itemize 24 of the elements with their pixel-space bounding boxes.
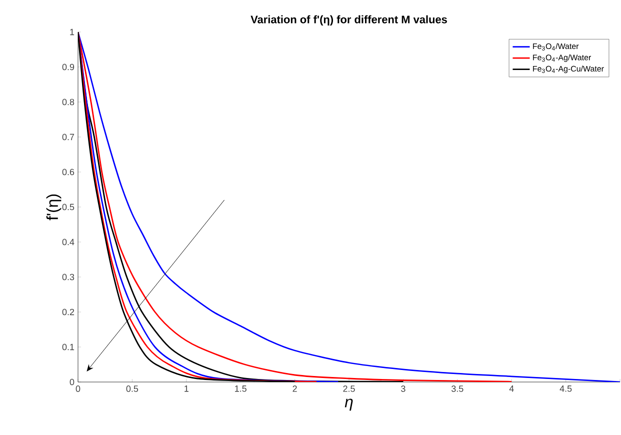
y-tick-label: 0.2: [62, 308, 74, 316]
y-tick-label: 0.6: [62, 168, 74, 176]
y-tick-label: 0: [70, 378, 74, 386]
x-tick-label: 3.5: [452, 386, 464, 392]
x-tick-label: 2: [292, 386, 297, 392]
y-tick-label: 0.3: [62, 274, 74, 280]
x-tick-label: 4: [509, 386, 514, 392]
x-tick-label: 2.5: [343, 386, 355, 392]
y-tick-label: 0.5: [62, 204, 74, 210]
x-tick-label: 0.5: [126, 386, 138, 392]
y-tick-label: 0.7: [62, 134, 74, 140]
x-tick-label: 4.5: [560, 386, 572, 392]
x-tick-label: 1: [184, 386, 188, 392]
y-tick-label: 0.9: [62, 64, 74, 70]
x-tick-label: 0: [76, 386, 80, 392]
chart-title: Variation of f'(η) for different M values: [250, 15, 447, 26]
x-tick-label: 3: [401, 386, 406, 392]
y-tick-label: 0.8: [62, 98, 74, 106]
y-axis-title: f'(η): [46, 194, 62, 220]
x-tick-label: 1.5: [235, 386, 246, 392]
x-axis-title: η: [344, 398, 353, 411]
y-tick-label: 0.4: [62, 238, 74, 246]
y-tick-label: 0.1: [62, 344, 74, 350]
y-tick-label: 1: [70, 28, 74, 36]
